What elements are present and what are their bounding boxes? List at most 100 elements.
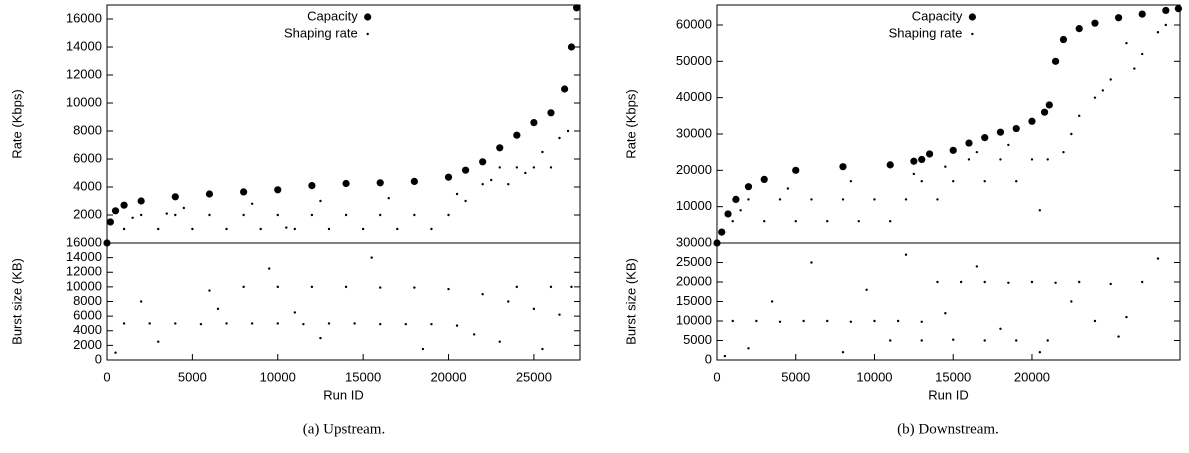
y-tick-label: 30000 — [676, 234, 712, 249]
y-tick-label: 16000 — [66, 10, 102, 25]
y-tick-label: 10000 — [676, 312, 712, 327]
point — [447, 213, 450, 217]
point — [1028, 117, 1036, 125]
point — [731, 219, 734, 223]
point — [1007, 143, 1010, 147]
point — [1030, 158, 1034, 161]
point — [810, 198, 813, 201]
point — [857, 219, 860, 223]
point — [1015, 180, 1018, 183]
y-tick-label: 6000 — [73, 150, 102, 165]
point — [1156, 31, 1160, 34]
point — [926, 150, 934, 158]
point — [430, 322, 433, 326]
point — [904, 198, 908, 201]
y-tick-label: 2000 — [73, 337, 102, 352]
point — [242, 285, 245, 289]
point — [490, 178, 493, 182]
point — [1101, 89, 1105, 92]
point — [944, 165, 947, 168]
point — [106, 218, 115, 226]
point — [983, 339, 986, 342]
point — [131, 216, 134, 219]
point — [755, 319, 758, 323]
point — [873, 198, 876, 201]
point — [240, 188, 248, 196]
point — [344, 213, 348, 217]
point — [975, 150, 979, 154]
point — [444, 173, 453, 181]
y-tick-label: 10000 — [66, 278, 102, 293]
point — [472, 333, 476, 336]
point — [920, 320, 923, 323]
point — [1038, 351, 1042, 354]
point — [760, 175, 768, 184]
point — [886, 161, 894, 169]
legend-marker — [366, 32, 369, 36]
point — [1125, 41, 1128, 45]
point — [810, 261, 813, 264]
y-tick-label: 4000 — [73, 322, 102, 337]
point — [379, 213, 382, 217]
y-tick-label: 15000 — [676, 293, 712, 308]
point — [285, 226, 288, 229]
point — [1138, 10, 1146, 18]
point — [413, 213, 416, 217]
point — [965, 139, 973, 147]
point — [344, 285, 348, 289]
x-tick-label: 10000 — [856, 369, 892, 384]
y-tick-label: 2000 — [73, 206, 102, 221]
point — [567, 43, 576, 51]
point — [1141, 280, 1144, 284]
point — [1040, 108, 1049, 116]
point — [918, 155, 926, 164]
y-tick-label: 0 — [705, 351, 712, 366]
point — [174, 322, 177, 325]
y-tick-label: 5000 — [683, 332, 712, 347]
point — [515, 166, 519, 169]
y-tick-label: 40000 — [676, 89, 712, 104]
point — [549, 285, 553, 289]
point — [530, 119, 538, 127]
legend-label: Shaping rate — [889, 25, 963, 40]
point — [1059, 35, 1068, 44]
point — [205, 190, 214, 198]
point — [165, 212, 168, 215]
point — [455, 324, 459, 327]
point — [983, 180, 986, 183]
y-axis-label: Burst size (KB) — [623, 258, 638, 345]
point — [481, 183, 484, 186]
caption: (a) Upstream. — [303, 421, 385, 437]
point — [302, 322, 305, 326]
point — [157, 340, 160, 343]
point — [944, 312, 947, 315]
point — [912, 172, 916, 176]
y-tick-label: 12000 — [66, 264, 102, 279]
point — [731, 319, 734, 323]
point — [199, 322, 203, 326]
point — [572, 4, 581, 12]
y-tick-label: 14000 — [66, 249, 102, 264]
point — [208, 289, 211, 292]
point — [404, 322, 408, 326]
point — [952, 180, 955, 183]
point — [920, 180, 923, 183]
point — [770, 300, 774, 303]
point — [839, 163, 847, 171]
point — [1117, 335, 1120, 338]
point — [461, 166, 470, 174]
point — [786, 187, 790, 190]
point — [410, 177, 418, 185]
point — [276, 322, 279, 325]
point — [1075, 25, 1083, 33]
point — [276, 213, 279, 217]
point — [936, 280, 939, 284]
point — [1015, 339, 1018, 342]
point — [479, 158, 487, 166]
point — [191, 227, 194, 231]
point — [541, 150, 544, 154]
point — [250, 322, 254, 325]
point — [413, 286, 416, 289]
point — [216, 307, 220, 311]
point — [747, 198, 750, 201]
